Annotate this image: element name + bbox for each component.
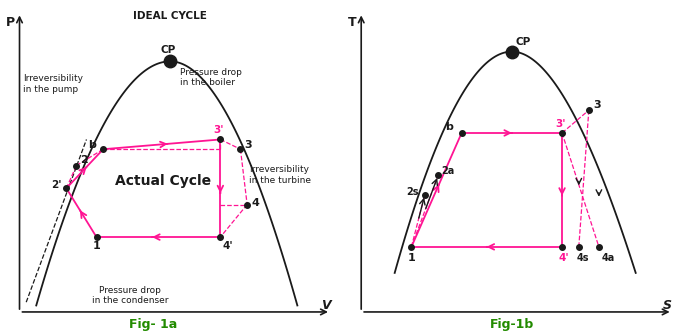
Text: 4': 4' bbox=[222, 241, 233, 252]
Text: Actual Cycle: Actual Cycle bbox=[115, 174, 211, 188]
Text: Fig- 1a: Fig- 1a bbox=[130, 318, 177, 331]
Text: Pressure drop
in the condenser: Pressure drop in the condenser bbox=[92, 286, 168, 305]
Text: 4s: 4s bbox=[577, 253, 590, 263]
Text: 3: 3 bbox=[244, 140, 252, 150]
Text: 2a: 2a bbox=[441, 166, 455, 176]
Text: 1: 1 bbox=[408, 253, 416, 263]
Text: b: b bbox=[88, 140, 96, 150]
Text: 3: 3 bbox=[593, 100, 600, 110]
Text: P: P bbox=[6, 16, 15, 29]
Text: 4a: 4a bbox=[602, 253, 614, 263]
Text: b: b bbox=[445, 122, 453, 132]
Text: Irreversibility
in the pump: Irreversibility in the pump bbox=[23, 74, 83, 94]
Text: S: S bbox=[662, 299, 672, 312]
Text: 1: 1 bbox=[93, 241, 100, 252]
Text: CP: CP bbox=[515, 37, 531, 47]
Text: T: T bbox=[348, 16, 357, 29]
Text: 3': 3' bbox=[555, 119, 565, 129]
Text: 2': 2' bbox=[51, 180, 62, 190]
Text: Irreversibility
in the turbine: Irreversibility in the turbine bbox=[249, 166, 311, 185]
Text: V: V bbox=[321, 299, 330, 312]
Text: 2s: 2s bbox=[406, 187, 419, 197]
Text: Fig-1b: Fig-1b bbox=[490, 318, 534, 331]
Text: 4': 4' bbox=[559, 253, 569, 263]
Text: 3': 3' bbox=[213, 125, 224, 135]
Text: 4: 4 bbox=[251, 198, 259, 208]
Text: Pressure drop
in the boiler: Pressure drop in the boiler bbox=[180, 68, 242, 87]
Text: CP: CP bbox=[161, 45, 176, 55]
Text: 2: 2 bbox=[80, 155, 87, 165]
Text: IDEAL CYCLE: IDEAL CYCLE bbox=[133, 11, 207, 21]
